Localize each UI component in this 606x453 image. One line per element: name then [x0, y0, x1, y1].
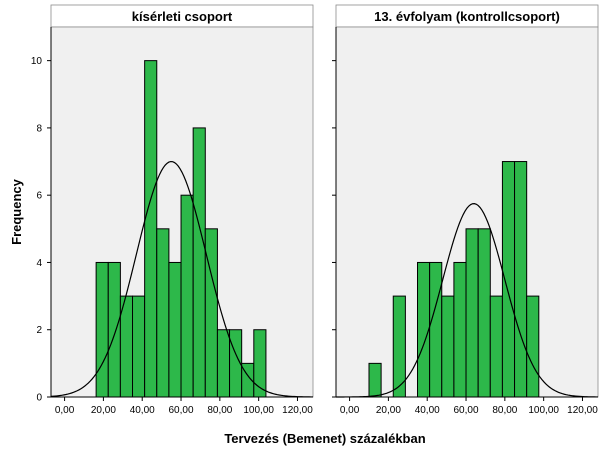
y-axis-title: Frequency [9, 178, 24, 245]
x-tick-label: 0,00 [340, 405, 360, 416]
histogram-bar [95, 261, 109, 398]
x-tick-label: 0,00 [55, 405, 75, 416]
histogram-bar [368, 362, 382, 398]
panel-title: 13. évfolyam (kontrollcsoport) [374, 9, 560, 24]
x-tick-label: 40,00 [130, 405, 155, 416]
panel-title: kísérleti csoport [132, 9, 233, 24]
histogram-bar [107, 261, 121, 398]
normal-curve-line [50, 160, 314, 398]
x-tick-label: 20,00 [91, 405, 116, 416]
x-tick-label: 80,00 [207, 405, 232, 416]
y-tick-label: 10 [31, 56, 43, 67]
x-tick-label: 60,00 [454, 405, 479, 416]
x-tick-label: 100,00 [243, 405, 274, 416]
histogram-bar [514, 161, 528, 398]
x-tick-label: 120,00 [567, 405, 598, 416]
histogram-bar [168, 261, 182, 398]
x-tick-label: 20,00 [376, 405, 401, 416]
histogram-bar [465, 228, 479, 398]
histogram-bar [180, 194, 194, 398]
x-axis-title: Tervezés (Bemenet) százalékban [224, 431, 425, 446]
x-tick-label: 40,00 [415, 405, 440, 416]
x-tick-label: 120,00 [282, 405, 313, 416]
histogram-bar [441, 295, 455, 398]
histogram-bar [489, 295, 503, 398]
histogram-bar [156, 228, 170, 398]
normal-curve-line [336, 203, 599, 398]
y-tick-label: 6 [36, 191, 42, 202]
x-tick-label: 100,00 [528, 405, 559, 416]
y-tick-label: 4 [36, 258, 42, 269]
histogram-bar [132, 295, 146, 398]
histogram-bar [453, 261, 467, 398]
x-tick-label: 60,00 [169, 405, 194, 416]
histogram-bar [417, 261, 431, 398]
histogram-bar [429, 261, 443, 398]
histogram-bar [477, 228, 491, 398]
y-tick-label: 2 [36, 325, 42, 336]
histogram-bar [144, 60, 158, 398]
y-tick-label: 8 [36, 123, 42, 134]
histogram-bar [216, 329, 231, 398]
y-tick-label: 0 [36, 393, 42, 404]
histogram-bar [253, 329, 267, 398]
histogram-bar [392, 295, 406, 398]
histogram-bar [192, 127, 206, 398]
histogram-bar [526, 295, 540, 398]
x-tick-label: 80,00 [492, 405, 517, 416]
histogram-bar [204, 228, 218, 398]
